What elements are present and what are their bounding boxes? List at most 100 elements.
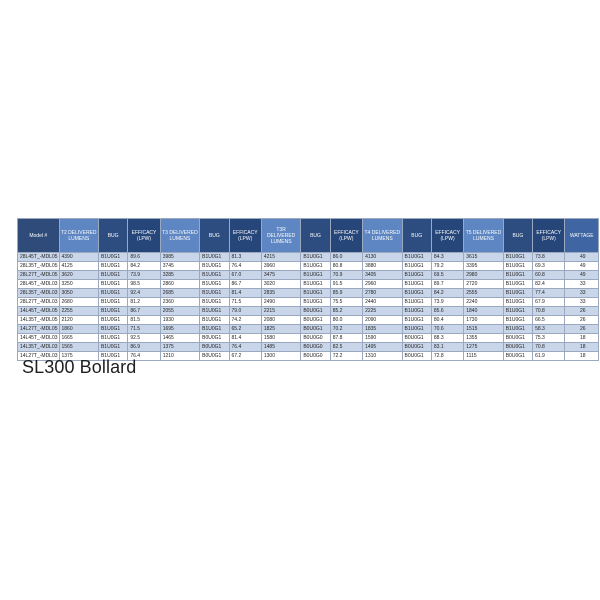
header-t3-lumens: T3 DELIVERED LUMENS [159, 218, 201, 253]
cell-t4-bug: B1U0G1 [401, 288, 432, 298]
cell-t2-bug: B1U0G1 [97, 297, 129, 307]
cell-t3-efficacy: 76.4 [228, 261, 262, 271]
cell-t3-lumens: 2055 [159, 306, 201, 316]
cell-t4-efficacy: 72.8 [430, 351, 465, 361]
cell-t2-bug: B1U0G1 [97, 306, 129, 316]
cell-t3r-efficacy: 91.5 [329, 279, 364, 289]
cell-t5-efficacy: 82.4 [532, 279, 566, 289]
cell-wattage: 18 [564, 351, 599, 361]
cell-model: 14L35T_-MDL05 [17, 315, 60, 325]
cell-t4-efficacy: 83.1 [430, 342, 465, 352]
cell-t2-lumens: 4390 [58, 252, 99, 262]
cell-t2-lumens: 1860 [58, 324, 99, 334]
cell-wattage: 26 [564, 306, 599, 316]
cell-t4-bug: B1U0G1 [401, 252, 432, 262]
cell-t5-bug: B1U0G1 [502, 297, 534, 307]
cell-wattage: 49 [564, 261, 599, 271]
cell-t5-bug: B1U0G1 [502, 252, 534, 262]
cell-t3-lumens: 1695 [159, 324, 201, 334]
cell-t4-bug: B1U0G1 [401, 315, 432, 325]
cell-t3r-efficacy: 85.9 [329, 288, 364, 298]
cell-t2-lumens: 3250 [58, 279, 99, 289]
cell-t5-efficacy: 77.4 [532, 288, 566, 298]
cell-t5-bug: B1U0G1 [502, 288, 534, 298]
cell-t3r-efficacy: 80.8 [329, 261, 364, 271]
cell-t3-bug: B1U0G1 [199, 279, 230, 289]
cell-t2-lumens: 2120 [58, 315, 99, 325]
cell-t4-lumens: 2440 [362, 297, 403, 307]
cell-model: 28L35T_-MDL03 [17, 288, 60, 298]
cell-t5-bug: B1U0G1 [502, 315, 534, 325]
cell-t4-lumens: 2225 [362, 306, 403, 316]
cell-t3r-efficacy: 87.8 [329, 333, 364, 343]
cell-t4-lumens: 2960 [362, 279, 403, 289]
cell-t2-efficacy: 86.7 [127, 306, 161, 316]
cell-t2-lumens: 3620 [58, 270, 99, 280]
cell-t5-efficacy: 67.9 [532, 297, 566, 307]
table-row: 28L27T_-MDL03 2680 B1U0G1 81.2 2360 B1U0G1 71.… [17, 297, 599, 307]
header-t3-bug: BUG [199, 218, 230, 253]
cell-t3-bug: B0U0G1 [199, 333, 230, 343]
cell-wattage: 33 [564, 288, 599, 298]
cell-t3r-bug: B1U0G1 [300, 297, 331, 307]
cell-t3r-efficacy: 70.9 [329, 270, 364, 280]
cell-t5-efficacy: 69.3 [532, 261, 566, 271]
cell-t4-lumens: 1590 [362, 333, 403, 343]
cell-wattage: 49 [564, 252, 599, 262]
cell-t2-lumens: 4125 [58, 261, 99, 271]
cell-model: 14L35T_-MDL03 [17, 342, 60, 352]
cell-t2-bug: B1U0G1 [97, 333, 129, 343]
cell-t3r-lumens: 4215 [260, 252, 302, 262]
cell-t3-efficacy: 81.4 [228, 288, 262, 298]
header-t3r-lumens: T3R DELIVERED LUMENS [260, 218, 302, 253]
cell-t2-efficacy: 89.6 [127, 252, 161, 262]
cell-t3r-lumens: 3475 [260, 270, 302, 280]
header-t5-efficacy: EFFICACY (LPW) [532, 218, 566, 253]
cell-t5-efficacy: 66.5 [532, 315, 566, 325]
header-t2-lumens: T2 DELIVERED LUMENS [58, 218, 99, 253]
cell-t3-lumens: 1375 [159, 342, 201, 352]
cell-t4-efficacy: 88.3 [430, 333, 465, 343]
header-t4-bug: BUG [401, 218, 432, 253]
cell-t5-lumens: 1275 [463, 342, 504, 352]
cell-t2-efficacy: 86.9 [127, 342, 161, 352]
cell-t3r-efficacy: 82.5 [329, 342, 364, 352]
cell-t5-bug: B1U0G1 [502, 324, 534, 334]
cell-wattage: 18 [564, 333, 599, 343]
table-row: 14L27T_-MDL03 1375 B1U0G1 76.4 1210 B0U0G1 67.… [17, 351, 599, 361]
cell-t5-lumens: 1730 [463, 315, 504, 325]
cell-t3r-lumens: 3960 [260, 261, 302, 271]
cell-t4-efficacy: 84.2 [430, 288, 465, 298]
cell-t4-efficacy: 84.3 [430, 252, 465, 262]
cell-t4-lumens: 1310 [362, 351, 403, 361]
table-row: 28L35T_-MDL05 4125 B1U0G1 84.2 3745 B1U0G1 76.… [17, 261, 599, 271]
cell-t3-bug: B1U0G1 [199, 288, 230, 298]
cell-t5-efficacy: 73.8 [532, 252, 566, 262]
cell-t3-efficacy: 65.2 [228, 324, 262, 334]
cell-wattage: 33 [564, 279, 599, 289]
cell-t2-efficacy: 81.5 [127, 315, 161, 325]
cell-t5-bug: B1U0G1 [502, 306, 534, 316]
cell-t2-lumens: 3050 [58, 288, 99, 298]
table-row: 28L35T_-MDL03 3050 B1U0G1 92.4 2685 B1U0G1 81.… [17, 288, 599, 298]
cell-t5-bug: B0U0G1 [502, 351, 534, 361]
cell-t3r-efficacy: 70.2 [329, 324, 364, 334]
cell-wattage: 49 [564, 270, 599, 280]
cell-t4-efficacy: 85.6 [430, 306, 465, 316]
cell-t3-lumens: 3285 [159, 270, 201, 280]
cell-t3-efficacy: 79.0 [228, 306, 262, 316]
cell-t2-efficacy: 92.4 [127, 288, 161, 298]
header-t2-bug: BUG [97, 218, 129, 253]
table-row: 28L45T_-MDL03 3250 B1U0G1 98.5 2860 B1U0G1 86.… [17, 279, 599, 289]
cell-t3r-efficacy: 85.2 [329, 306, 364, 316]
cell-t2-efficacy: 92.5 [127, 333, 161, 343]
header-t5-bug: BUG [502, 218, 534, 253]
table-row: 14L35T_-MDL03 1565 B1U0G1 86.9 1375 B0U0G1 76.… [17, 342, 599, 352]
cell-t3-lumens: 3985 [159, 252, 201, 262]
cell-t3-bug: B1U0G1 [199, 252, 230, 262]
cell-t2-lumens: 2255 [58, 306, 99, 316]
cell-t4-bug: B1U0G1 [401, 270, 432, 280]
cell-t3r-bug: B1U0G1 [300, 288, 331, 298]
cell-t2-bug: B1U0G1 [97, 261, 129, 271]
cell-t5-lumens: 3615 [463, 252, 504, 262]
